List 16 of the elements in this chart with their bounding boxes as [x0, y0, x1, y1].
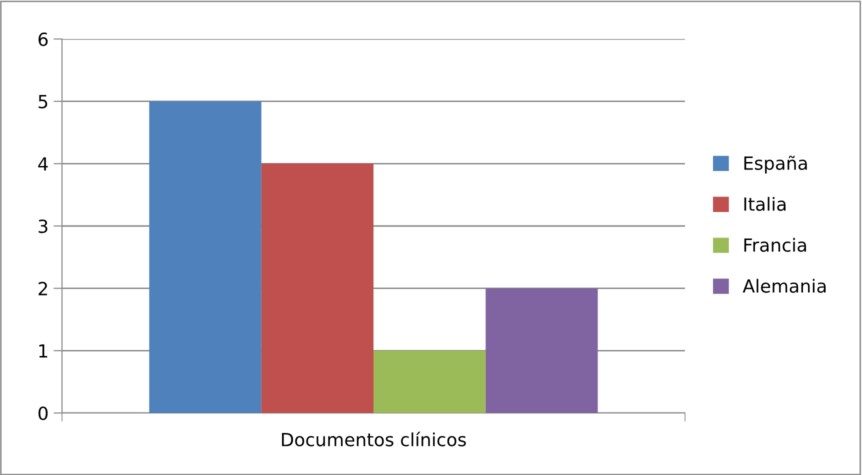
bar [261, 164, 374, 413]
legend-label: Francia [744, 238, 806, 252]
bar [149, 101, 262, 413]
y-tick-label: 2 [38, 282, 47, 296]
bar [374, 350, 486, 413]
bar [486, 288, 598, 413]
y-tick-label: 6 [38, 32, 48, 46]
y-tick-label: 1 [39, 344, 48, 358]
legend-label: España [744, 156, 807, 174]
y-tick-label: 3 [38, 219, 48, 234]
y-tick-label: 5 [38, 95, 48, 108]
x-tick-label: Documentos clínicos [282, 432, 466, 446]
y-tick-label: 4 [38, 157, 48, 171]
legend-label: Alemania [742, 278, 826, 293]
legend-label: Italia [744, 196, 786, 211]
y-tick-label: 0 [38, 406, 48, 420]
